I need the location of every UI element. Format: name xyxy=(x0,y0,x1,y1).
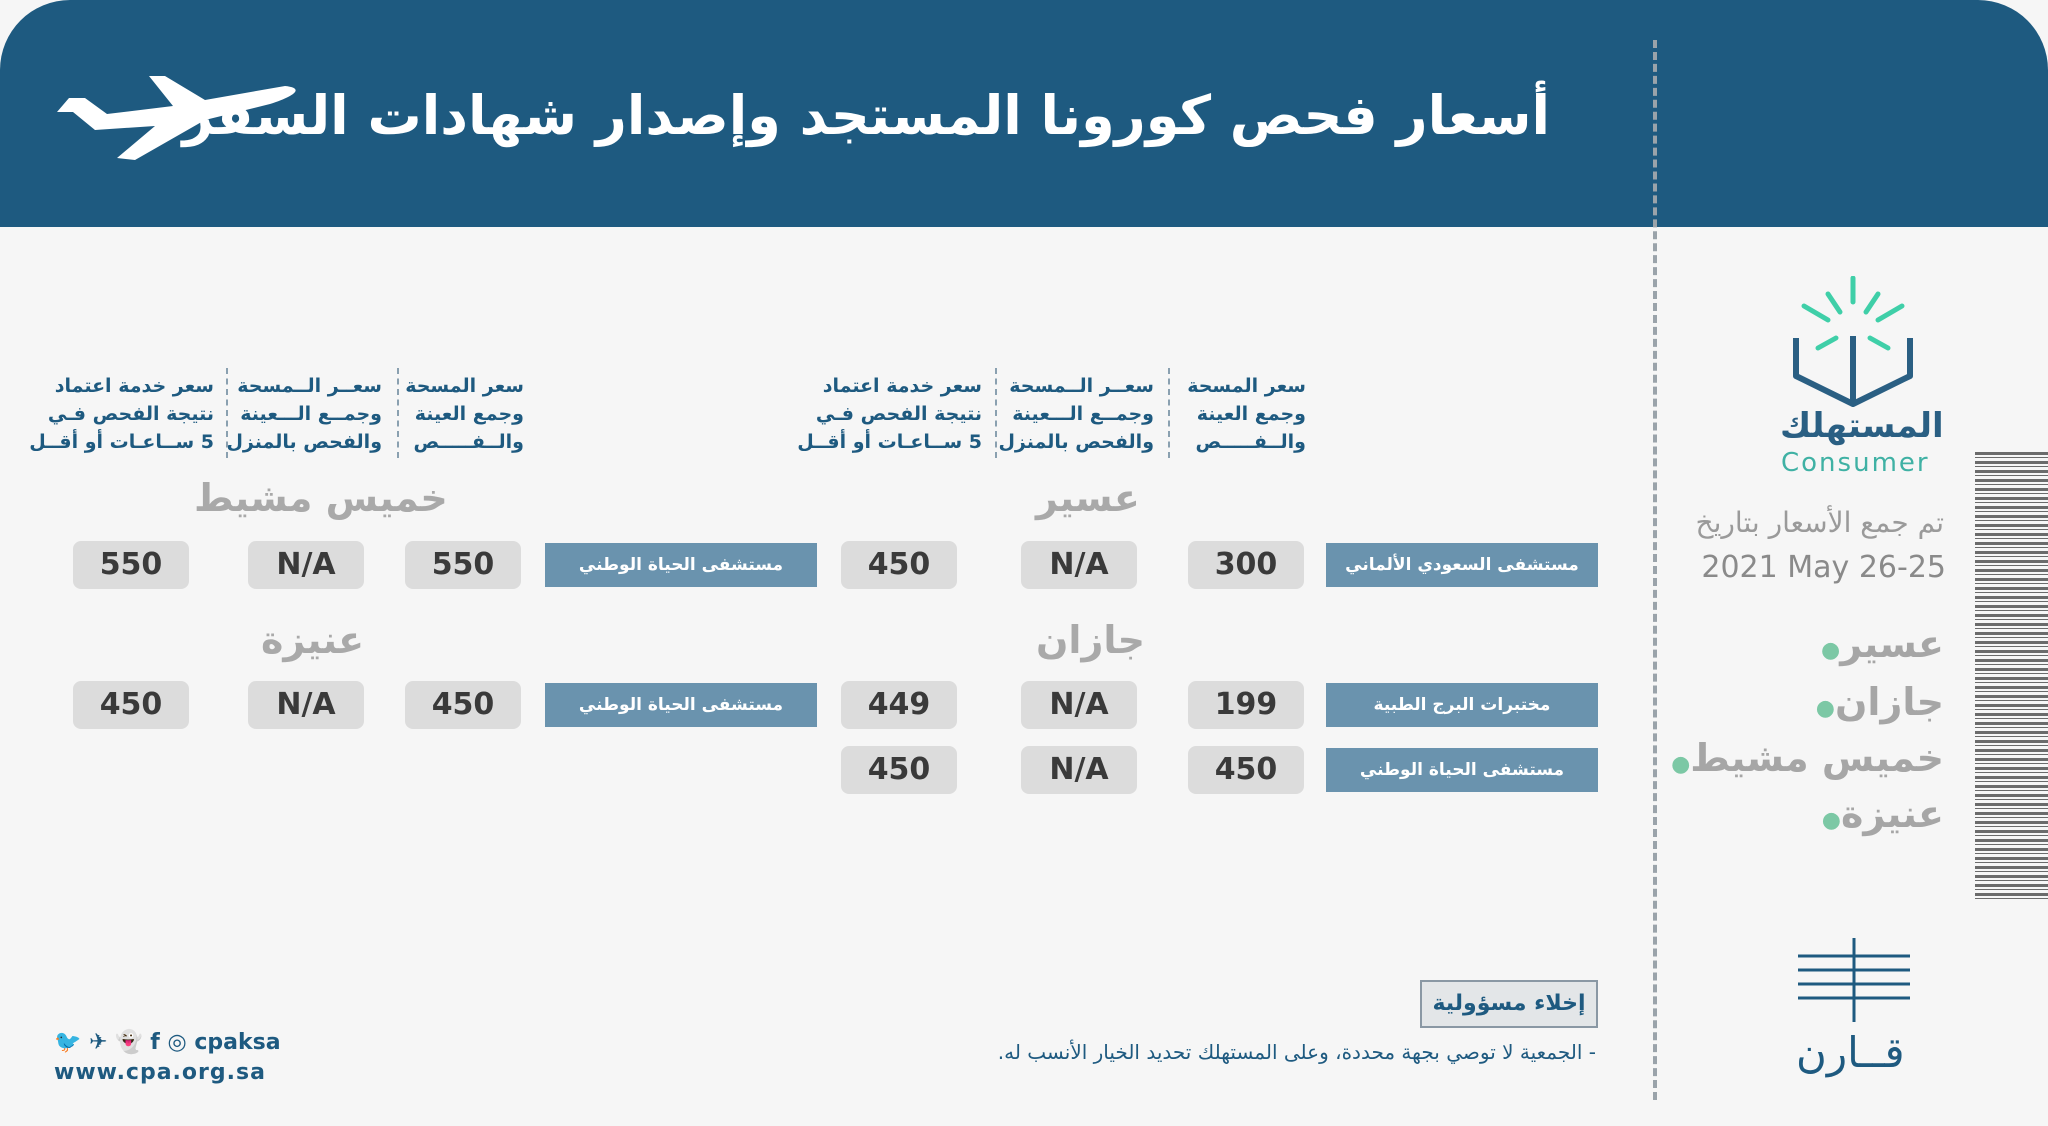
instagram-icon[interactable]: ◎ xyxy=(167,1030,187,1055)
region-title-asir: عسير xyxy=(1036,476,1140,520)
disclaimer-text: - الجمعية لا توصي بجهة محددة، وعلى المست… xyxy=(997,1040,1596,1064)
telegram-icon[interactable]: ✈ xyxy=(89,1030,108,1055)
price-swab-lab: 199 xyxy=(1188,681,1304,729)
col-header-fast-result: سعر خدمة اعتماد نتيجة الفحص فـي 5 ســاعـ… xyxy=(29,375,214,453)
price-swab-lab: 450 xyxy=(405,681,521,729)
region-title-unaizah: عنيزة xyxy=(261,618,365,662)
consumer-logo-english: Consumer xyxy=(1781,448,1930,478)
region-name: عنيزة xyxy=(1840,792,1944,836)
price-fast-result: 449 xyxy=(841,681,957,729)
price-swab-lab: 300 xyxy=(1188,541,1304,589)
bullet-icon: ● xyxy=(1821,638,1841,663)
header-bar: أسعار فحص كورونا المستجد وإصدار شهادات ا… xyxy=(0,0,2048,227)
social-handle-text: cpaksa xyxy=(194,1030,281,1055)
hospital-label: مستشفى الحياة الوطني xyxy=(1326,748,1598,792)
region-title-khamis-mushait: خميس مشيط xyxy=(194,476,448,520)
col-header-swab-lab: سعر المسحة وجمع العينة والــفـــــص xyxy=(405,375,524,453)
col-separator xyxy=(995,368,997,458)
bullet-icon: ● xyxy=(1815,696,1835,721)
hospital-label: مستشفى الحياة الوطني xyxy=(545,543,817,587)
col-header-home-swab: سعــر الــمسحة وجمــع الـــعينة والفحص ب… xyxy=(998,375,1154,453)
region-name: خميس مشيط xyxy=(1690,736,1944,780)
price-fast-result: 450 xyxy=(841,746,957,794)
region-list-item: عنيزة● xyxy=(1810,792,1944,836)
region-title-jazan: جازان xyxy=(1036,618,1145,662)
date-label: تم جمع الأسعار بتاريخ xyxy=(1695,506,1944,539)
price-fast-result: 450 xyxy=(73,681,189,729)
region-name: جازان xyxy=(1835,680,1944,724)
date-value: 2021 May 26-25 xyxy=(1701,550,1946,585)
barcode-graphic xyxy=(1975,452,2048,902)
bullet-icon: ● xyxy=(1821,808,1841,833)
hospital-label: مختبرات البرج الطبية xyxy=(1326,683,1598,727)
airplane-icon xyxy=(57,76,296,160)
consumer-logo-icon xyxy=(1793,276,1913,407)
qarn-logo-text: قــارن xyxy=(1796,1028,1905,1077)
region-list-item: خميس مشيط● xyxy=(1659,736,1944,780)
facebook-icon[interactable]: f xyxy=(150,1030,160,1055)
price-swab-lab: 450 xyxy=(1188,746,1304,794)
region-name: عسير xyxy=(1840,622,1944,666)
hospital-label: مستشفى الحياة الوطني xyxy=(545,683,817,727)
price-home-swab: N/A xyxy=(248,681,364,729)
col-header-home-swab: سعــر الــمسحة وجمــع الـــعينة والفحص ب… xyxy=(226,375,382,453)
col-header-swab-lab: سعر المسحة وجمع العينة والــفـــــص xyxy=(1187,375,1306,453)
hospital-label: مستشفى السعودي الألماني xyxy=(1326,543,1598,587)
qarn-logo-icon xyxy=(1798,938,1910,1022)
snapchat-icon[interactable]: 👻 xyxy=(115,1030,143,1055)
social-handles: 🐦 ✈ 👻 f ◎ cpaksa xyxy=(54,1030,281,1055)
disclaimer-title: إخلاء مسؤولية xyxy=(1420,980,1598,1028)
price-swab-lab: 550 xyxy=(405,541,521,589)
price-home-swab: N/A xyxy=(1021,746,1137,794)
price-home-swab: N/A xyxy=(1021,681,1137,729)
website-link[interactable]: www.cpa.org.sa xyxy=(54,1060,266,1085)
region-list-item: جازان● xyxy=(1804,680,1944,724)
twitter-icon[interactable]: 🐦 xyxy=(54,1030,82,1055)
page-title: أسعار فحص كورونا المستجد وإصدار شهادات ا… xyxy=(182,84,1550,147)
price-fast-result: 550 xyxy=(73,541,189,589)
consumer-logo-arabic: المستهلك xyxy=(1780,406,1944,446)
ticket-divider xyxy=(1653,40,1657,1100)
region-list-item: عسير● xyxy=(1809,622,1944,666)
price-fast-result: 450 xyxy=(841,541,957,589)
bullet-icon: ● xyxy=(1671,752,1691,777)
price-home-swab: N/A xyxy=(1021,541,1137,589)
col-separator xyxy=(226,368,228,458)
col-separator xyxy=(397,368,399,458)
col-separator xyxy=(1168,368,1170,458)
price-home-swab: N/A xyxy=(248,541,364,589)
col-header-fast-result: سعر خدمة اعتماد نتيجة الفحص فـي 5 ســاعـ… xyxy=(797,375,982,453)
